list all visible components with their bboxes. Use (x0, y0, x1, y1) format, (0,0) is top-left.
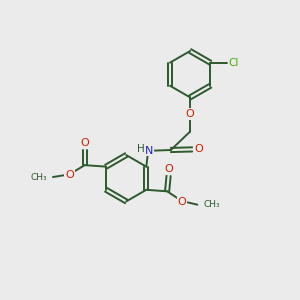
Text: H: H (137, 144, 145, 154)
Text: O: O (178, 197, 186, 207)
Text: CH₃: CH₃ (203, 200, 220, 209)
Text: Cl: Cl (229, 58, 239, 68)
Text: O: O (65, 170, 74, 180)
Text: O: O (186, 109, 194, 119)
Text: O: O (194, 144, 203, 154)
Text: O: O (164, 164, 173, 174)
Text: N: N (145, 146, 154, 156)
Text: CH₃: CH₃ (31, 172, 48, 182)
Text: O: O (80, 138, 89, 148)
